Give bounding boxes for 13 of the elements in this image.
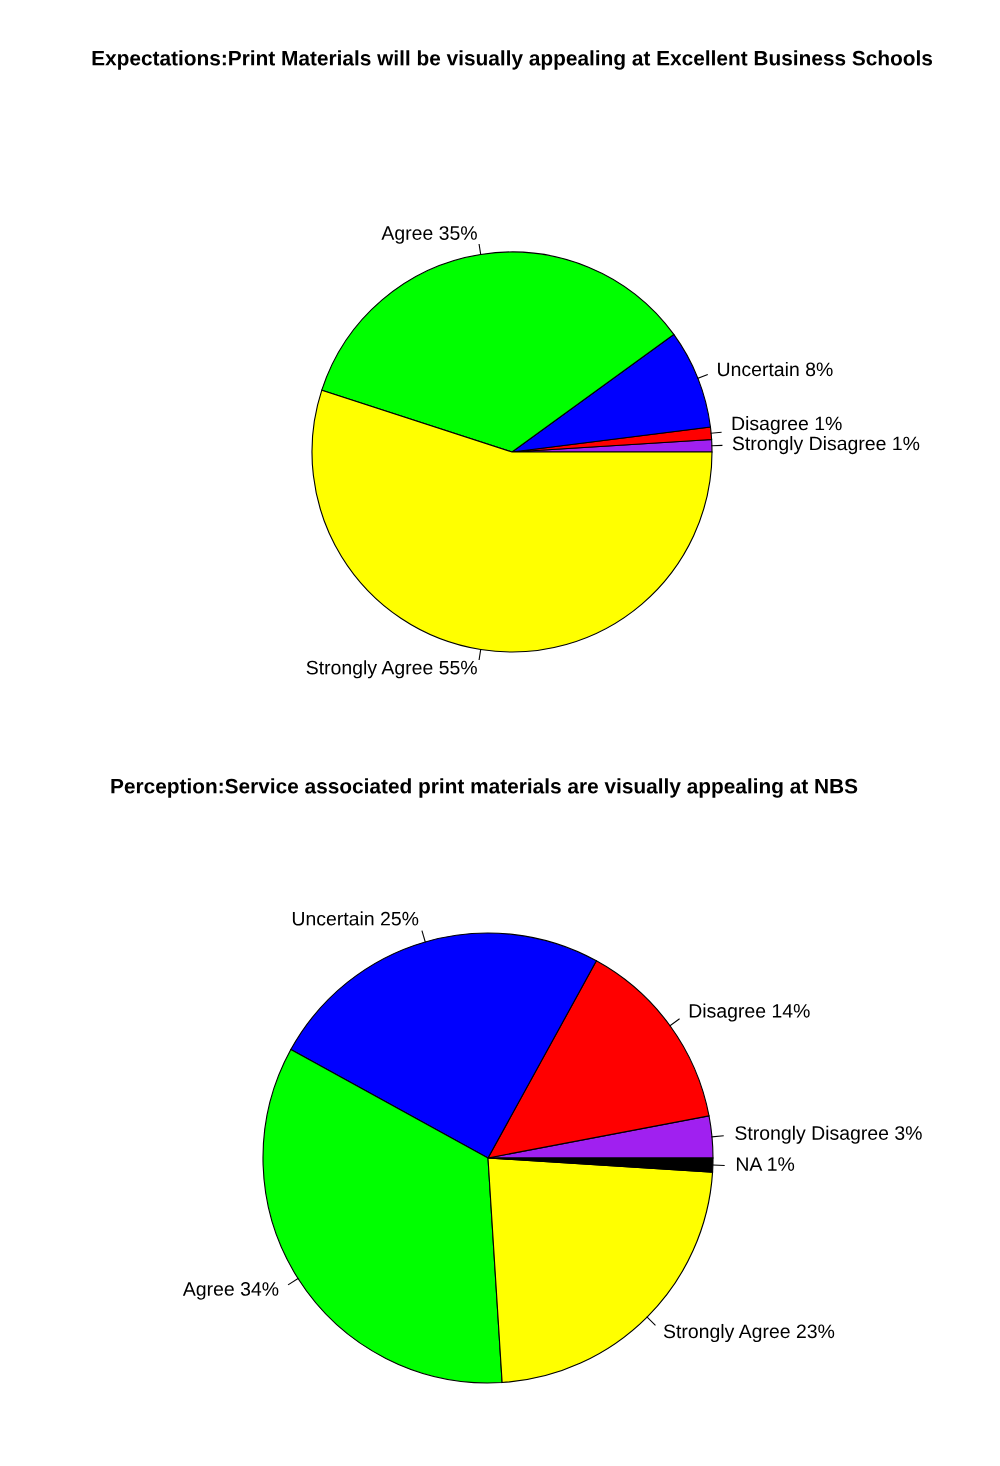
slice-label: Agree 34% — [182, 1282, 279, 1300]
slice-label: Strongly Disagree 3% — [735, 1125, 922, 1144]
slice-label: Strongly Agree 23% — [663, 1323, 835, 1343]
slice-label: Strongly Agree 55% — [306, 660, 477, 679]
slice-label: Disagree 1% — [732, 416, 842, 435]
slice-label: Agree 35% — [381, 226, 477, 244]
slice-label: NA 1% — [736, 1157, 795, 1171]
chart-title: Perception:Service associated print materials are visually appealing at NBS — [111, 778, 858, 798]
slice-label: Uncertain 8% — [718, 361, 833, 377]
chart-title: Expectations:Print Materials will be visually appealing at Excellent Business Schools — [92, 50, 933, 70]
slice-label: Uncertain 25% — [292, 911, 419, 926]
slice-label: Strongly Disagree 1% — [732, 436, 920, 455]
slice-label: Disagree 14% — [689, 1003, 810, 1022]
